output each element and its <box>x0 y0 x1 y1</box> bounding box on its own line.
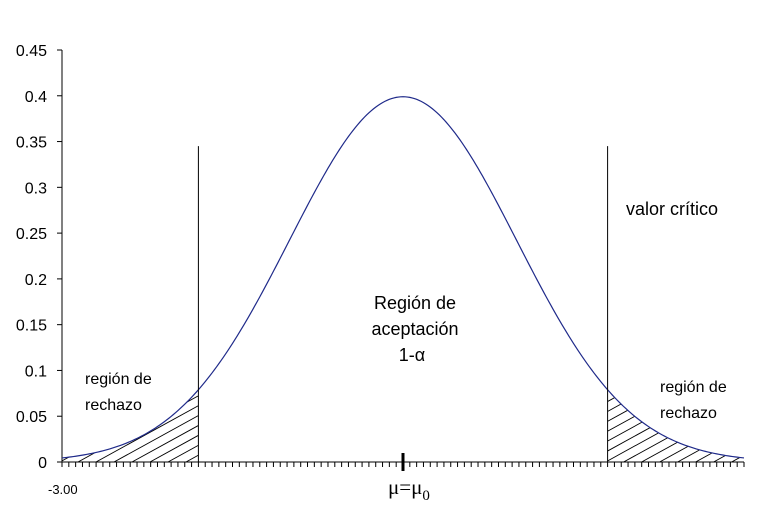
hatch-line <box>167 395 199 462</box>
hatch-line <box>480 396 600 462</box>
left-rejection-label-line1: región de <box>85 371 152 388</box>
hatch-line <box>462 396 582 462</box>
acceptance-label-line2: aceptación <box>371 319 458 339</box>
y-tick-label: 0.15 <box>16 318 47 335</box>
hatch-line <box>0 396 54 462</box>
hatch-line <box>95 395 199 462</box>
right-rejection-label-line2: rechazo <box>660 405 717 422</box>
y-tick-label: 0.4 <box>25 89 47 106</box>
y-axis: 0 0.05 0.1 0.15 0.2 0.25 0.3 0.35 0.4 0.45 <box>16 43 63 472</box>
hatch-line <box>131 395 199 462</box>
hatch-line <box>149 395 199 462</box>
y-tick-label: 0.3 <box>25 180 47 197</box>
mu-label: μ=μ0 <box>388 475 430 504</box>
hatch-line <box>185 395 199 462</box>
y-tick-label: 0.25 <box>16 226 47 243</box>
hatch-line <box>0 396 36 462</box>
mu-label-main: μ=μ <box>388 475 422 499</box>
y-tick-label: 0.05 <box>16 409 47 426</box>
hatch-line <box>444 396 564 462</box>
hatch-line <box>62 395 73 462</box>
right-rejection-hatch <box>408 395 779 462</box>
x-tick-label-left: -3.00 <box>48 482 78 497</box>
hatch-line <box>713 395 744 462</box>
hatch-line <box>607 395 636 462</box>
y-tick-label: 0.45 <box>16 43 47 60</box>
hatch-line <box>607 395 672 462</box>
hatch-line <box>750 396 779 462</box>
y-tick-label: 0 <box>38 455 47 472</box>
hatch-line <box>62 395 91 462</box>
critical-value-label: valor crítico <box>626 199 718 219</box>
hatch-line <box>426 396 546 462</box>
hatch-line <box>204 396 324 462</box>
mu-label-subscript: 0 <box>422 488 430 504</box>
hatch-line <box>222 396 342 462</box>
hatch-line <box>607 395 654 462</box>
density-curve <box>61 96 745 459</box>
y-tick-label: 0.2 <box>25 272 47 289</box>
y-tick-label: 0.1 <box>25 363 47 380</box>
x-axis <box>61 453 745 471</box>
y-tick-label: 0.35 <box>16 135 47 152</box>
acceptance-label-line1: Región de <box>374 293 456 313</box>
right-rejection-label-line1: región de <box>660 379 727 396</box>
hatch-line <box>408 396 528 462</box>
left-rejection-label-line2: rechazo <box>85 397 142 414</box>
left-rejection-hatch <box>0 395 342 462</box>
hatch-line <box>768 396 779 462</box>
hatch-line <box>731 395 744 462</box>
hatch-line <box>607 395 618 462</box>
acceptance-label-line3: 1-α <box>399 345 425 365</box>
hatch-line <box>0 396 18 462</box>
hatch-line <box>113 395 199 462</box>
